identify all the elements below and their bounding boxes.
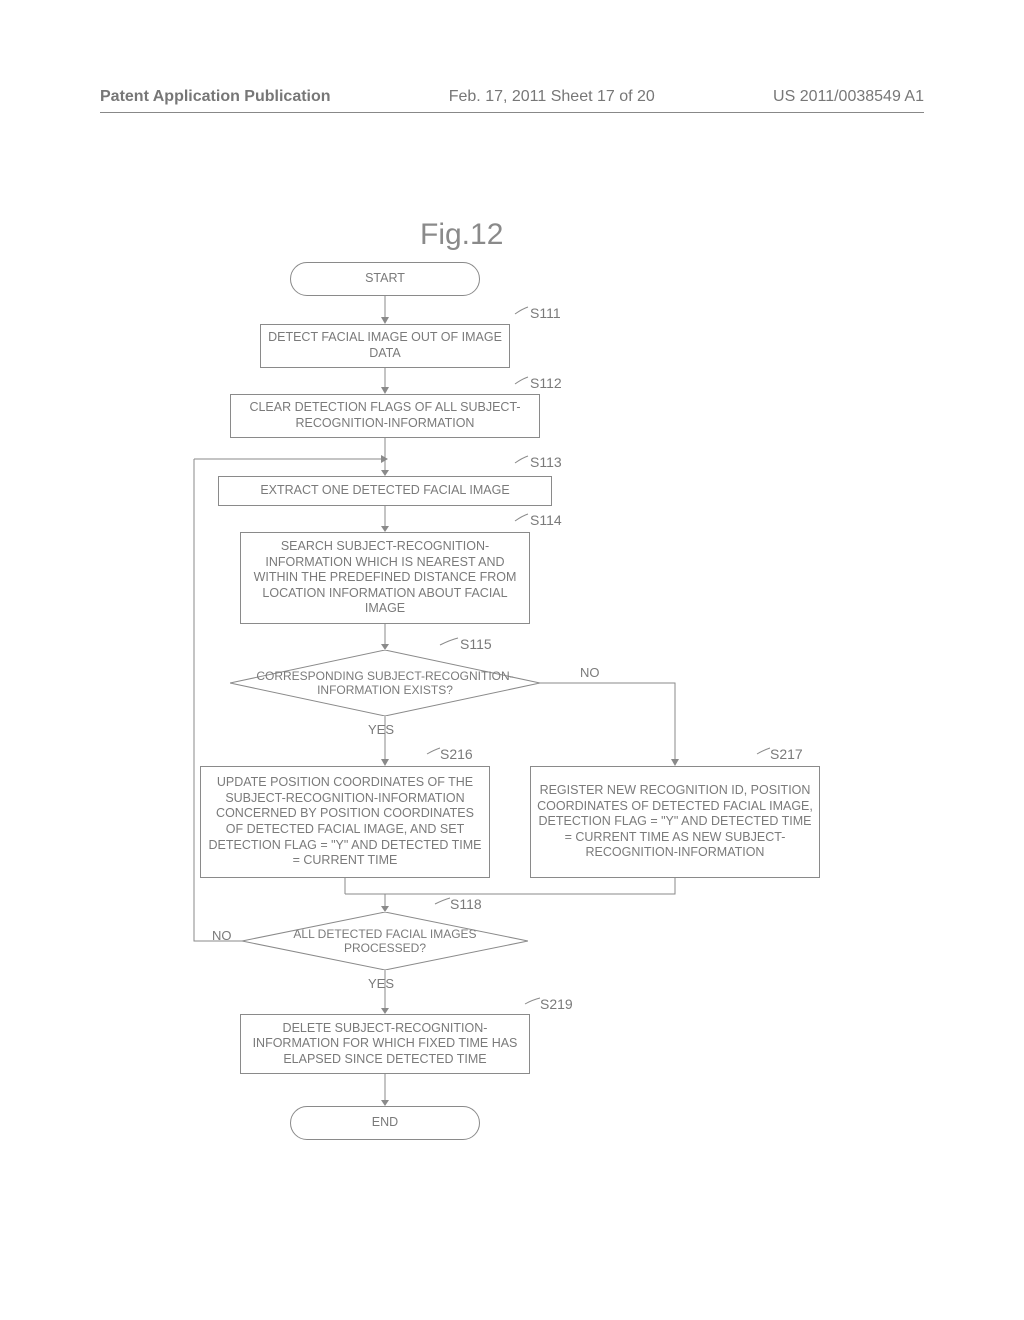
node-s118-text: ALL DETECTED FACIAL IMAGES PROCESSED? bbox=[242, 927, 528, 956]
node-s115-text: CORRESPONDING SUBJECT-RECOGNITION-INFORM… bbox=[230, 669, 540, 698]
page: Patent Application Publication Feb. 17, … bbox=[0, 0, 1024, 1320]
flowchart-connectors bbox=[0, 0, 1024, 1320]
